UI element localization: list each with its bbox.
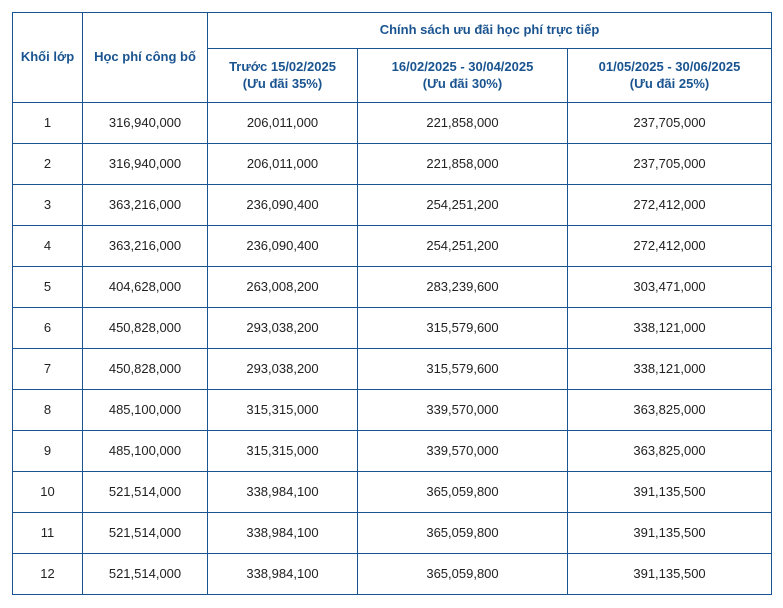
header-period-2-line1: 16/02/2025 - 30/04/2025 [358,59,567,76]
header-period-3: 01/05/2025 - 30/06/2025 (Ưu đãi 25%) [568,49,772,103]
cell-period-2: 339,570,000 [358,431,568,472]
cell-period-3: 363,825,000 [568,431,772,472]
cell-period-1: 338,984,100 [208,472,358,513]
cell-period-2: 221,858,000 [358,144,568,185]
cell-grade: 3 [13,185,83,226]
table-row: 7450,828,000293,038,200315,579,600338,12… [13,349,772,390]
header-period-2: 16/02/2025 - 30/04/2025 (Ưu đãi 30%) [358,49,568,103]
cell-published: 521,514,000 [83,554,208,595]
cell-period-3: 237,705,000 [568,103,772,144]
cell-period-2: 283,239,600 [358,267,568,308]
table-row: 2316,940,000206,011,000221,858,000237,70… [13,144,772,185]
table-row: 1316,940,000206,011,000221,858,000237,70… [13,103,772,144]
cell-period-1: 263,008,200 [208,267,358,308]
cell-period-1: 315,315,000 [208,431,358,472]
cell-published: 521,514,000 [83,513,208,554]
table-row: 3363,216,000236,090,400254,251,200272,41… [13,185,772,226]
cell-grade: 7 [13,349,83,390]
header-period-1: Trước 15/02/2025 (Ưu đãi 35%) [208,49,358,103]
table-header: Khối lớp Học phí công bố Chính sách ưu đ… [13,13,772,103]
cell-period-2: 315,579,600 [358,349,568,390]
cell-period-3: 338,121,000 [568,349,772,390]
cell-period-2: 365,059,800 [358,554,568,595]
cell-period-3: 303,471,000 [568,267,772,308]
table-row: 5404,628,000263,008,200283,239,600303,47… [13,267,772,308]
cell-period-3: 338,121,000 [568,308,772,349]
cell-period-2: 365,059,800 [358,472,568,513]
cell-period-1: 293,038,200 [208,308,358,349]
header-period-1-line1: Trước 15/02/2025 [208,59,357,76]
cell-published: 450,828,000 [83,349,208,390]
header-period-3-line2: (Ưu đãi 25%) [568,76,771,93]
cell-period-3: 363,825,000 [568,390,772,431]
cell-period-2: 221,858,000 [358,103,568,144]
table-row: 6450,828,000293,038,200315,579,600338,12… [13,308,772,349]
header-published: Học phí công bố [83,13,208,103]
header-policy: Chính sách ưu đãi học phí trực tiếp [208,13,772,49]
cell-grade: 2 [13,144,83,185]
cell-period-3: 272,412,000 [568,226,772,267]
cell-grade: 12 [13,554,83,595]
header-grade: Khối lớp [13,13,83,103]
cell-period-3: 237,705,000 [568,144,772,185]
cell-period-2: 365,059,800 [358,513,568,554]
cell-period-3: 391,135,500 [568,472,772,513]
cell-published: 404,628,000 [83,267,208,308]
cell-grade: 9 [13,431,83,472]
table-row: 12521,514,000338,984,100365,059,800391,1… [13,554,772,595]
cell-grade: 1 [13,103,83,144]
cell-period-1: 338,984,100 [208,554,358,595]
cell-published: 316,940,000 [83,103,208,144]
cell-grade: 8 [13,390,83,431]
table-row: 11521,514,000338,984,100365,059,800391,1… [13,513,772,554]
cell-period-1: 236,090,400 [208,226,358,267]
cell-published: 363,216,000 [83,226,208,267]
cell-published: 316,940,000 [83,144,208,185]
cell-period-1: 293,038,200 [208,349,358,390]
header-period-2-line2: (Ưu đãi 30%) [358,76,567,93]
cell-grade: 6 [13,308,83,349]
cell-period-1: 206,011,000 [208,103,358,144]
cell-published: 363,216,000 [83,185,208,226]
cell-period-2: 254,251,200 [358,226,568,267]
table-row: 10521,514,000338,984,100365,059,800391,1… [13,472,772,513]
cell-grade: 10 [13,472,83,513]
cell-period-1: 206,011,000 [208,144,358,185]
cell-published: 521,514,000 [83,472,208,513]
cell-period-1: 315,315,000 [208,390,358,431]
cell-grade: 11 [13,513,83,554]
cell-period-2: 315,579,600 [358,308,568,349]
cell-period-1: 338,984,100 [208,513,358,554]
cell-period-2: 254,251,200 [358,185,568,226]
cell-period-2: 339,570,000 [358,390,568,431]
cell-period-3: 272,412,000 [568,185,772,226]
cell-grade: 4 [13,226,83,267]
header-period-3-line1: 01/05/2025 - 30/06/2025 [568,59,771,76]
cell-period-3: 391,135,500 [568,513,772,554]
cell-period-3: 391,135,500 [568,554,772,595]
table-row: 9485,100,000315,315,000339,570,000363,82… [13,431,772,472]
cell-published: 450,828,000 [83,308,208,349]
header-period-1-line2: (Ưu đãi 35%) [208,76,357,93]
cell-published: 485,100,000 [83,390,208,431]
cell-period-1: 236,090,400 [208,185,358,226]
cell-published: 485,100,000 [83,431,208,472]
tuition-table: Khối lớp Học phí công bố Chính sách ưu đ… [12,12,772,595]
table-row: 8485,100,000315,315,000339,570,000363,82… [13,390,772,431]
table-body: 1316,940,000206,011,000221,858,000237,70… [13,103,772,595]
cell-grade: 5 [13,267,83,308]
table-row: 4363,216,000236,090,400254,251,200272,41… [13,226,772,267]
